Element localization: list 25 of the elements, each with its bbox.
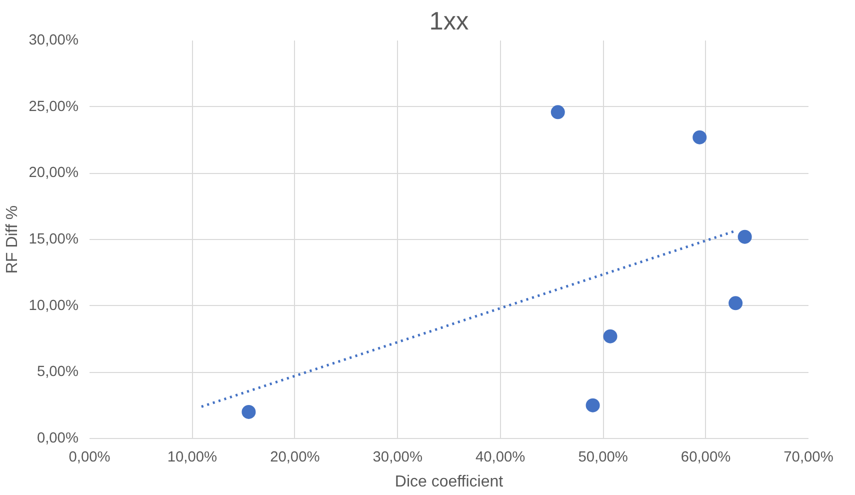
y-tick-label: 20,00%: [28, 165, 79, 182]
y-tick-label: 15,00%: [28, 232, 79, 248]
x-tick-label: 0,00%: [68, 450, 110, 466]
point: [603, 329, 618, 344]
y-tick-label: 0,00%: [36, 430, 79, 446]
x-axis-title: Dice coefficient: [394, 474, 504, 490]
point: [728, 296, 743, 310]
point: [738, 230, 752, 244]
point: [692, 130, 707, 144]
x-tick-label: 50,00%: [578, 450, 628, 466]
x-tick-label: 60,00%: [680, 450, 731, 466]
x-tick-label: 10,00%: [167, 450, 218, 466]
x-tick-label: 40,00%: [476, 450, 526, 466]
chart-title: 1xx: [429, 8, 470, 36]
y-tick-label: 30,00%: [28, 32, 79, 48]
point: [242, 404, 256, 419]
point: [550, 105, 565, 120]
y-tick-label: 10,00%: [28, 298, 79, 314]
x-tick-label: 30,00%: [372, 450, 423, 466]
y-tick-label: 5,00%: [36, 364, 79, 380]
y-tick-label: 25,00%: [28, 98, 79, 115]
x-tick-label: 70,00%: [784, 450, 834, 466]
point: [586, 398, 600, 412]
x-tick-label: 20,00%: [270, 450, 320, 466]
y-axis-title: RF Diff %: [4, 205, 21, 274]
